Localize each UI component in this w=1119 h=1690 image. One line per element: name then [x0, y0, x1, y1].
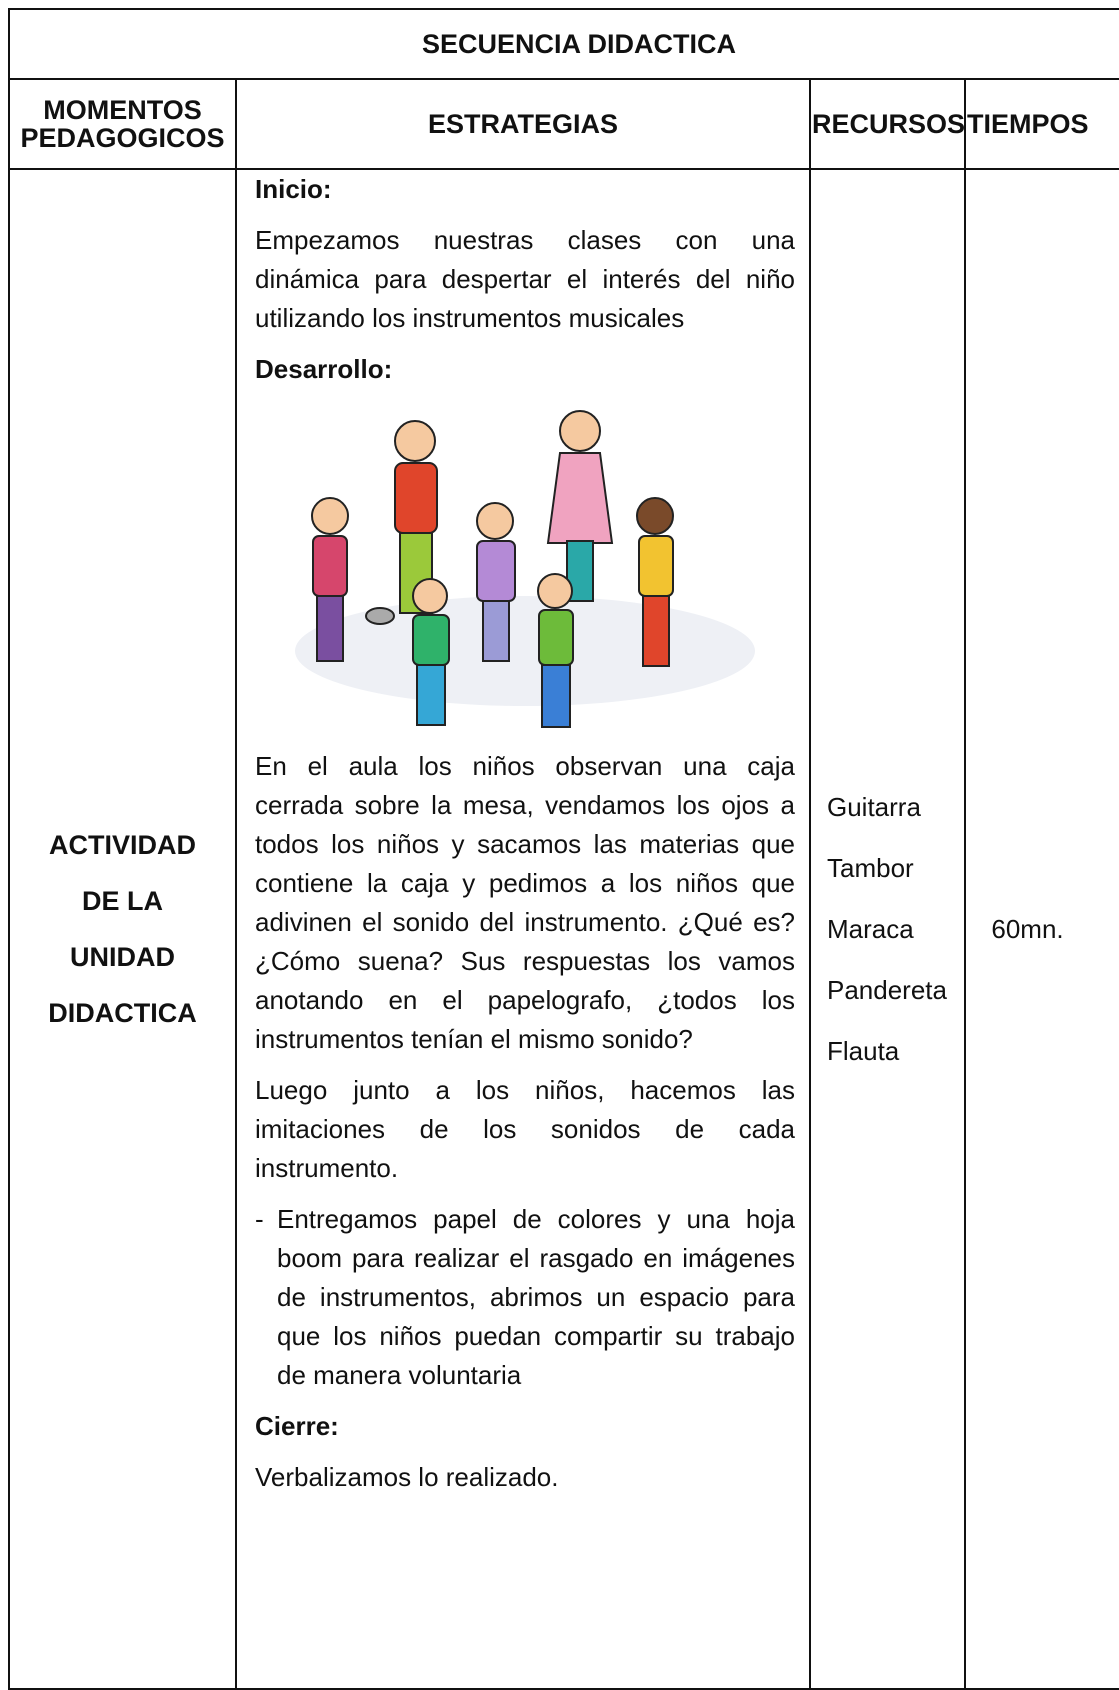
list-item: - Entregamos papel de colores y una hoja…	[255, 1200, 795, 1395]
momento-line: DIDACTICA	[48, 998, 197, 1028]
didactic-table: SECUENCIA DIDACTICA MOMENTOS PEDAGOGICOS…	[7, 8, 1119, 1690]
tiempo: 60mn.	[991, 913, 1064, 944]
resource: Pandereta	[827, 974, 947, 1005]
children-illustration	[295, 410, 755, 728]
resource: Maraca	[827, 913, 914, 944]
header-cell: RECURSOS	[809, 78, 966, 170]
paragraph: Luego junto a los niños, hacemos las imi…	[255, 1075, 795, 1183]
header-cell: MOMENTOS PEDAGOGICOS	[8, 78, 237, 170]
list-text: Entregamos papel de colores y una hoja b…	[277, 1204, 795, 1390]
section-heading: Desarrollo:	[255, 354, 393, 384]
paragraph: Empezamos nuestras clases con una dinámi…	[255, 225, 795, 333]
recursos-cell: Guitarra Tambor Maraca Pandereta Flauta	[809, 168, 966, 1690]
section-heading: Cierre:	[255, 1411, 339, 1441]
tiempo-cell: 60mn.	[963, 168, 1119, 1690]
momento-line: UNIDAD	[70, 942, 175, 972]
header-cell: ESTRATEGIAS	[235, 78, 811, 170]
header-cell: TIEMPOS	[963, 78, 1119, 170]
section-heading: Inicio:	[255, 174, 332, 204]
paragraph: En el aula los niños observan una caja c…	[255, 751, 795, 1054]
resource: Tambor	[827, 852, 914, 883]
list-marker: -	[255, 1204, 264, 1234]
momento-line: DE LA	[82, 886, 163, 916]
estrategias-cell: Inicio: Empezamos nuestras clases con un…	[235, 168, 811, 1690]
momento-cell: ACTIVIDAD DE LA UNIDAD DIDACTICA	[8, 168, 237, 1690]
momento-line: ACTIVIDAD	[49, 830, 196, 860]
table-title: SECUENCIA DIDACTICA	[7, 8, 1119, 80]
paragraph: Verbalizamos lo realizado.	[255, 1462, 559, 1492]
resource: Flauta	[827, 1035, 900, 1066]
resource: Guitarra	[827, 791, 921, 822]
